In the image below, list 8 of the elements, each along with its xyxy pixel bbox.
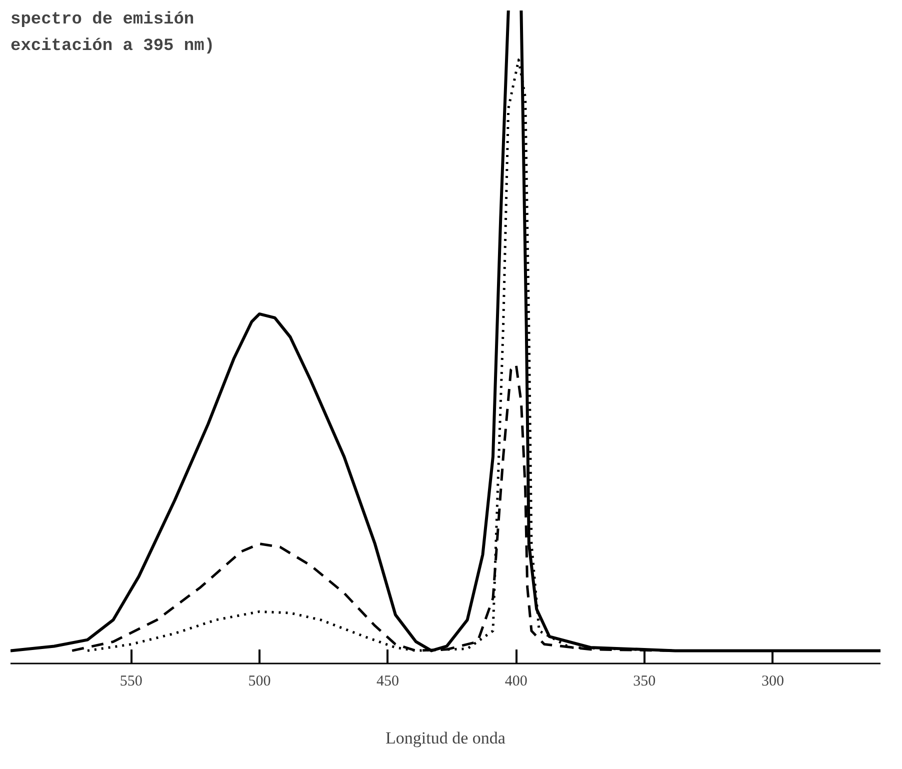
x-tick-label: 350: [633, 674, 656, 690]
x-tick-label: 450: [376, 674, 400, 690]
x-tick-label: 400: [504, 674, 528, 690]
x-tick-label: 500: [248, 674, 271, 690]
x-tick-label: 300: [761, 674, 784, 690]
x-axis-title: Longitud de onda: [386, 728, 506, 748]
x-tick-label: 550: [120, 674, 142, 690]
text: spectro de emisión excitación a 395 nm): [10, 10, 215, 56]
